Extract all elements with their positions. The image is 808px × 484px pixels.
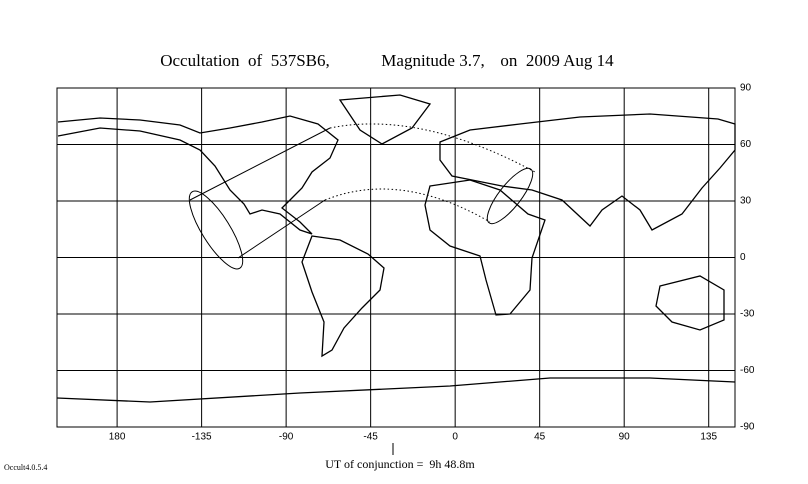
africa xyxy=(424,179,546,316)
x-tick-label: 180 xyxy=(109,432,126,443)
x-tick-label: 90 xyxy=(619,432,631,443)
x-tick-label: 0 xyxy=(452,432,458,443)
y-tick-label: -30 xyxy=(740,309,755,320)
title: Occultation of 537SB6, Magnitude 3.7, on… xyxy=(160,51,614,70)
australia xyxy=(655,275,725,331)
title-part: on 2009 Aug 14 xyxy=(500,51,614,70)
north-america xyxy=(57,115,339,235)
shadow-ellipse xyxy=(188,190,244,270)
x-tick-label: 45 xyxy=(534,432,546,443)
shadow-edge xyxy=(189,127,331,259)
conjunction: UT of conjunction = 9h 48.8m xyxy=(325,457,475,471)
coastlines xyxy=(56,94,736,403)
south-america xyxy=(301,235,385,358)
title-part: Magnitude 3.7, xyxy=(381,51,484,70)
occultation-path xyxy=(188,123,536,270)
version: Occult4.0.5.4 xyxy=(4,463,47,472)
x-tick-label: -45 xyxy=(363,432,378,443)
shadow-edge-dotted xyxy=(324,123,536,223)
y-tick-label: 60 xyxy=(740,139,752,150)
y-tick-label: 0 xyxy=(740,252,746,263)
x-tick-label: -90 xyxy=(279,432,294,443)
y-tick-label: 90 xyxy=(740,83,752,94)
x-tick-label: 135 xyxy=(700,432,717,443)
y-tick-label: -90 xyxy=(740,422,755,433)
y-tick-label: -60 xyxy=(740,365,755,376)
map-frame xyxy=(56,87,736,428)
title-part: Occultation of 537SB6, xyxy=(160,51,330,70)
x-tick-label: -135 xyxy=(192,432,212,443)
eurasia xyxy=(439,113,736,231)
y-tick-label: 30 xyxy=(740,196,752,207)
antarctica xyxy=(56,377,736,403)
greenland xyxy=(338,94,432,145)
graticule xyxy=(57,87,735,428)
shadow-ellipse xyxy=(486,167,534,225)
